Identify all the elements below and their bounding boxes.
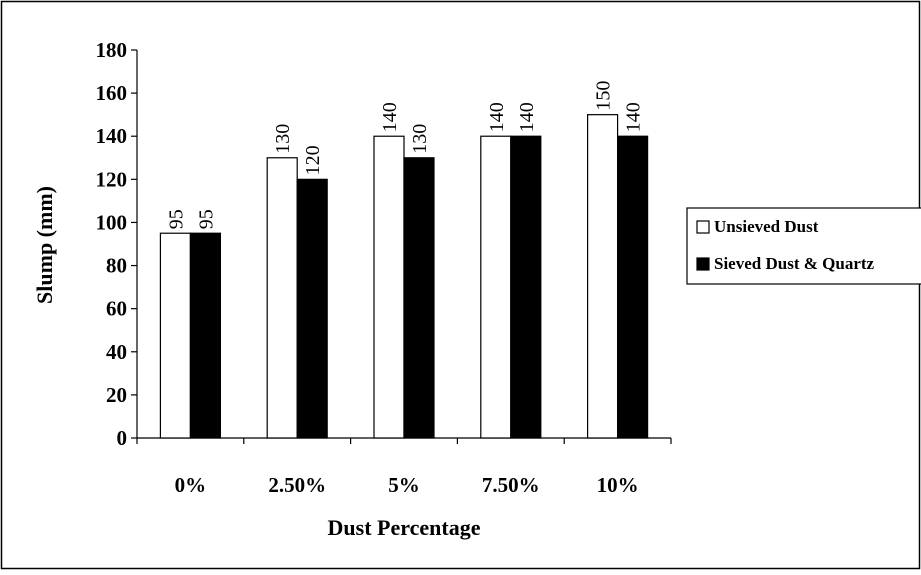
y-tick-label: 60 bbox=[106, 297, 127, 321]
bar-unsieved bbox=[480, 135, 512, 439]
bar-unsieved bbox=[159, 232, 191, 439]
bar-sieved bbox=[403, 157, 435, 439]
y-axis-title: Slump (mm) bbox=[32, 186, 57, 304]
legend-label: Sieved Dust & Quartz bbox=[714, 254, 875, 273]
x-tick-label: 2.50% bbox=[268, 473, 326, 497]
y-tick-label: 160 bbox=[96, 81, 128, 105]
y-tick-label: 140 bbox=[96, 124, 128, 148]
data-label: 95 bbox=[165, 209, 187, 229]
y-tick-label: 120 bbox=[96, 167, 128, 191]
data-label: 130 bbox=[272, 124, 294, 154]
y-tick-label: 100 bbox=[96, 210, 128, 234]
x-tick-label: 0% bbox=[175, 473, 207, 497]
data-label: 140 bbox=[623, 102, 645, 132]
bar-sieved bbox=[296, 178, 328, 439]
x-tick-label: 5% bbox=[388, 473, 420, 497]
y-tick-label: 0 bbox=[117, 426, 128, 450]
x-tick-label: 7.50% bbox=[482, 473, 540, 497]
x-tick-label: 10% bbox=[597, 473, 639, 497]
bar-unsieved bbox=[373, 135, 405, 439]
data-label: 140 bbox=[516, 102, 538, 132]
bar-sieved bbox=[616, 135, 649, 439]
legend-frame bbox=[686, 207, 921, 285]
y-tick-label: 20 bbox=[106, 383, 127, 407]
y-tick-label: 80 bbox=[106, 254, 127, 278]
legend: Unsieved Dust Sieved Dust & Quartz bbox=[686, 207, 921, 285]
plot-area: 0 20 40 60 80 100 120 140 160 180 0% 95 95 2.50% 130 12… bbox=[96, 38, 672, 497]
data-label: 130 bbox=[409, 124, 431, 154]
bar-sieved bbox=[189, 232, 221, 439]
x-axis-title: Dust Percentage bbox=[328, 515, 481, 540]
legend-label: Unsieved Dust bbox=[714, 217, 819, 236]
data-label: 150 bbox=[593, 81, 615, 111]
data-label: 140 bbox=[486, 102, 508, 132]
y-tick-label: 40 bbox=[106, 340, 127, 364]
bar-unsieved bbox=[586, 114, 619, 439]
data-label: 120 bbox=[302, 145, 324, 175]
data-label: 95 bbox=[195, 209, 217, 229]
y-tick-label: 180 bbox=[96, 38, 128, 62]
legend-swatch bbox=[696, 257, 710, 271]
legend-swatch bbox=[696, 220, 710, 234]
data-label: 140 bbox=[379, 102, 401, 132]
bar-unsieved bbox=[266, 157, 298, 439]
bar-sieved bbox=[510, 135, 542, 439]
